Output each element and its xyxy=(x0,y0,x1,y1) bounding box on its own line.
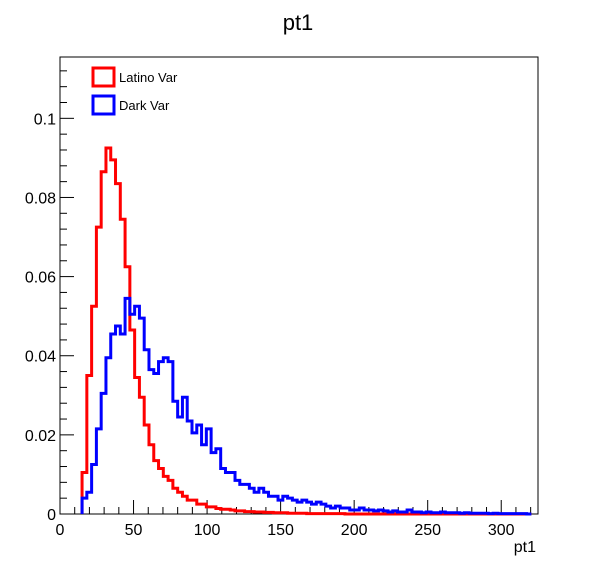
legend-label: Dark Var xyxy=(119,98,170,113)
y-tick-label: 0.06 xyxy=(25,270,56,287)
x-tick-label: 250 xyxy=(414,522,441,539)
series-lines xyxy=(80,146,532,516)
legend-swatch xyxy=(91,94,116,116)
y-tick-label: 0.04 xyxy=(25,349,56,366)
x-tick-label: 200 xyxy=(341,522,368,539)
x-tick-label: 50 xyxy=(125,522,143,539)
axis-ticks: 0 50 100 150 200 250 300 0 0.02 0.04 0.06 0.08 0.1 xyxy=(25,70,532,539)
x-axis-label: pt1 xyxy=(514,539,536,556)
x-tick-label: 150 xyxy=(267,522,294,539)
y-tick-label: 0.08 xyxy=(25,190,56,207)
x-tick-label: 300 xyxy=(488,522,515,539)
legend-label: Latino Var xyxy=(119,70,178,85)
x-tick-label: 0 xyxy=(56,522,65,539)
legend-swatch xyxy=(91,66,116,88)
series-line-latino-var xyxy=(80,146,532,516)
y-tick-label: 0 xyxy=(47,507,56,524)
x-tick-label: 100 xyxy=(194,522,221,539)
y-tick-label: 0.1 xyxy=(34,111,56,128)
series-line-dark-var xyxy=(80,296,532,516)
legend: Latino Var Dark Var xyxy=(91,66,178,116)
chart-title: pt1 xyxy=(283,10,314,35)
plot-frame xyxy=(59,56,539,515)
y-tick-label: 0.02 xyxy=(25,428,56,445)
